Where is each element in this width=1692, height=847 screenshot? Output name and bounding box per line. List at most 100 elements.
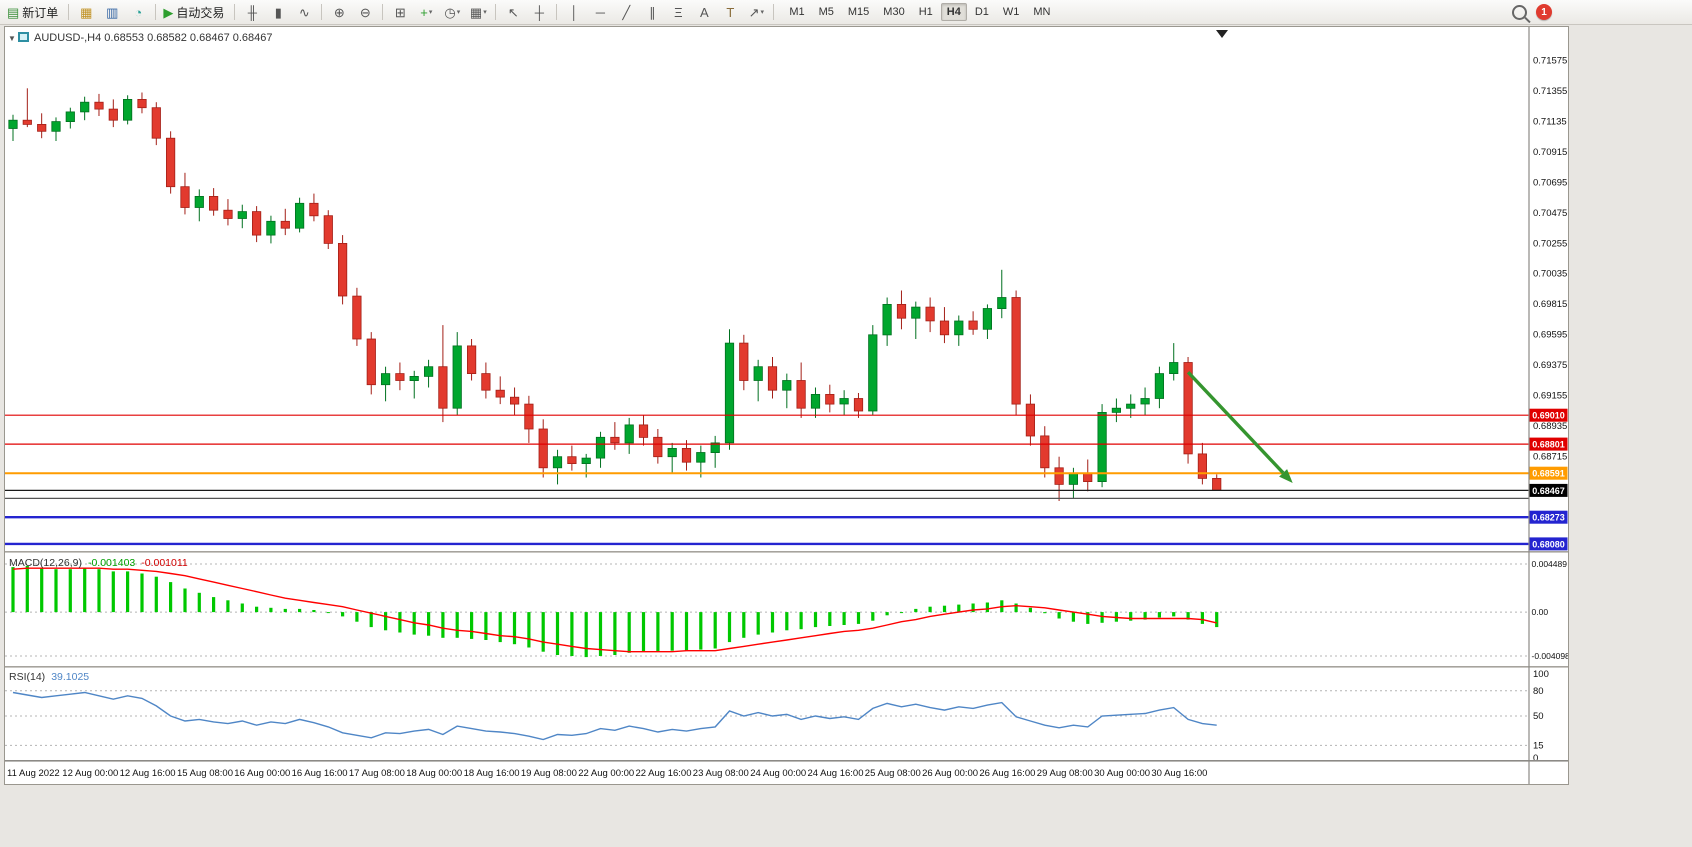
toolbar-separator [556,4,558,20]
candlestick [868,334,878,412]
auto-trading-button[interactable]: ▶ 自动交易 [161,1,229,23]
indicators-button[interactable]: + ▾ [414,1,438,23]
price-level-tag [1529,537,1568,551]
macd-histogram-bar [341,612,345,617]
chart-canvas[interactable]: 0.71575 0.71355 0.71135 0.70915 0.70695 0.704… [5,27,1570,784]
hline-button[interactable]: ─ [588,1,612,23]
shapes-button[interactable]: ↗ ▾ [744,1,768,23]
date-axis-label: 24 Aug 00:00 [750,768,806,779]
macd-histogram-bar [54,569,58,613]
timeframe-m5[interactable]: M5 [818,6,834,18]
candlestick [151,107,161,139]
chart-window: 0.71575 0.71355 0.71135 0.70915 0.70695 0.704… [4,26,1570,785]
macd-histogram-bar [1186,612,1190,620]
candlestick [266,220,276,236]
timeframe-h4[interactable]: H4 [940,3,967,21]
candlestick [309,202,319,217]
price-axis-label: 0.70695 [1533,177,1567,188]
macd-histogram-bar [928,606,932,613]
candlestick-icon: ▮ [274,4,282,20]
notification-badge[interactable]: 1 [1536,4,1552,20]
candlestick [1011,297,1021,405]
label-button[interactable]: T [718,1,742,23]
zoom-out-button[interactable]: ⊖ [353,1,377,23]
candlestick [567,456,577,465]
date-axis-label: 16 Aug 16:00 [292,768,348,779]
pane-divider[interactable] [5,666,1568,668]
data-window-button[interactable]: ◔ [126,1,150,23]
timeframe-m1[interactable]: M1 [789,6,805,18]
macd-histogram-bar [240,603,244,613]
market-watch-button[interactable]: ▥ [100,1,124,23]
crosshair-button[interactable]: ┼ [527,1,551,23]
date-axis-label: 18 Aug 16:00 [464,768,520,779]
scroll-end-marker[interactable] [1216,30,1228,38]
trendline-button[interactable]: ╱ [614,1,638,23]
toolbar-separator [495,4,497,20]
period-button[interactable]: ◷ ▾ [440,1,464,23]
trend-arrow-head[interactable] [1279,469,1293,483]
macd-histogram-bar [111,571,115,613]
tile-windows-button[interactable]: ⊞ [388,1,412,23]
candlestick [624,424,634,444]
price-axis-label: 0.69155 [1533,391,1567,402]
timeframe-m30[interactable]: M30 [883,6,905,18]
timeframe-w1[interactable]: W1 [1002,6,1020,18]
timeframe-h1[interactable]: H1 [918,6,933,18]
pane-divider[interactable] [5,760,1568,762]
timeframe-d1[interactable]: D1 [974,6,989,18]
vline-button[interactable]: │ [562,1,586,23]
rsi-axis-label: 15 [1533,740,1544,751]
candlestick [22,119,32,125]
candlestick [810,393,821,409]
bar-chart-button[interactable]: ╫ [240,1,264,23]
date-axis-label: 25 Aug 08:00 [865,768,921,779]
macd-histogram-bar [899,612,904,614]
date-axis-label: 12 Aug 16:00 [120,768,176,779]
fibonacci-button[interactable]: Ξ [666,1,690,23]
trend-arrow-line[interactable] [1186,371,1285,474]
macd-histogram-bar [570,612,574,656]
candlestick [323,215,333,244]
template-button[interactable]: ▦ ▾ [466,1,490,23]
candlestick [538,428,548,469]
template-icon: ▦ [469,4,483,20]
date-axis-label: 26 Aug 16:00 [979,768,1035,779]
timeframe-m15[interactable]: M15 [847,6,870,18]
search-icon[interactable] [1512,5,1527,20]
candlestick [8,119,18,129]
cursor-icon: ↖ [507,4,519,20]
macd-label: MACD(12,26,9) -0.001403 -0.001011 [9,557,188,569]
macd-histogram-bar [670,612,674,651]
zoom-in-button[interactable]: ⊕ [327,1,351,23]
date-axis-label: 12 Aug 00:00 [62,768,118,779]
macd-histogram-bar [384,612,388,631]
macd-histogram-bar [1086,612,1090,624]
macd-histogram-bar [713,612,717,649]
fibonacci-icon: Ξ [674,4,683,20]
new-order-button[interactable]: ▤ 新订单 [5,1,63,23]
cursor-button[interactable]: ↖ [501,1,525,23]
macd-histogram-bar [684,612,689,651]
channel-button[interactable]: ∥ [640,1,664,23]
macd-histogram-bar [68,569,72,613]
charts-button[interactable]: ▦ [74,1,98,23]
candlestick [954,320,964,336]
candlestick-button[interactable]: ▮ [266,1,290,23]
line-chart-button[interactable]: ∿ [292,1,316,23]
pane-divider[interactable] [5,551,1568,553]
text-button[interactable]: A [692,1,716,23]
candlestick [739,342,749,381]
window-menu-icon[interactable]: ▼ [8,34,16,43]
macd-histogram-bar [641,612,646,652]
trendline-icon: ╱ [622,4,631,20]
macd-histogram-bar [298,608,302,613]
chart-plot-area[interactable] [5,27,1529,784]
candlestick [1197,453,1207,479]
price-axis-label: 0.71135 [1533,116,1567,127]
macd-histogram-bar [770,612,775,633]
timeframe-mn[interactable]: MN [1033,6,1051,18]
price-axis-label: 0.68715 [1533,452,1567,463]
macd-histogram-bar [283,608,287,613]
candlestick [123,99,133,121]
